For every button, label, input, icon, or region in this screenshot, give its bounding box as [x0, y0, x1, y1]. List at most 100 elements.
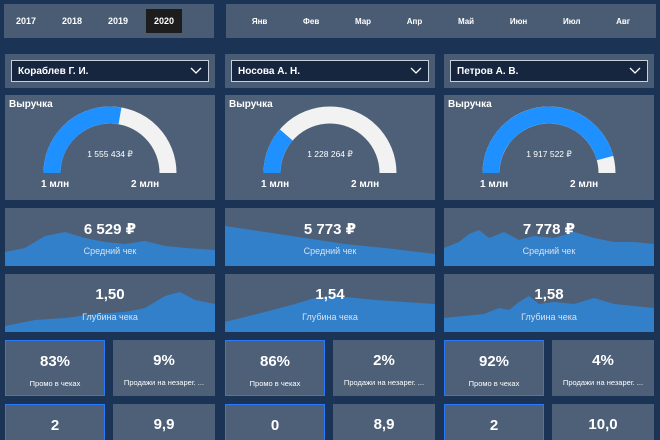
bottom-left-value: 2: [50, 417, 60, 434]
chevron-down-icon: [190, 67, 202, 74]
depth-card: 1,58 Глубина чека: [444, 274, 654, 332]
depth-label: Глубина чека: [82, 312, 138, 322]
sparkline-area: [5, 232, 215, 266]
avg-check-sparkline: [5, 232, 215, 266]
promo-value: 83%: [39, 353, 71, 370]
depth-label: Глубина чека: [302, 312, 358, 322]
revenue-title: Выручка: [448, 99, 492, 110]
depth-sparkline: [444, 296, 654, 332]
month-jul-button[interactable]: Июл: [562, 16, 581, 26]
bottom-left-card: 0: [225, 404, 325, 440]
manager-column: Кораблев Г. И.: [5, 54, 215, 88]
promo-label: Промо в чеках: [468, 379, 520, 388]
revenue-gauge: [263, 106, 397, 174]
unregistered-sales-value: 2%: [373, 352, 395, 369]
month-may-button[interactable]: Май: [457, 16, 475, 26]
manager-name: Носова А. Н.: [238, 65, 301, 77]
manager-filter: Носова А. Н.: [225, 54, 435, 88]
year-2017-button[interactable]: 2017: [15, 16, 37, 26]
avg-check-card: 7 778 ₽ Средний чек: [444, 208, 654, 266]
year-selector: 2017 2018 2019 2020: [4, 4, 214, 38]
bottom-left-value: 0: [270, 417, 280, 434]
revenue-value: 1 228 264 ₽: [307, 149, 353, 159]
depth-card: 1,50 Глубина чека: [5, 274, 215, 332]
promo-card: 92% Промо в чеках: [444, 340, 544, 396]
gauge-min-label: 1 млн: [261, 179, 290, 190]
depth-value: 1,54: [315, 286, 345, 303]
unregistered-sales-card: 9% Продажи на незарег. ...: [113, 340, 215, 396]
unregistered-sales-value: 4%: [592, 352, 614, 369]
promo-value: 92%: [478, 353, 510, 370]
avg-check-value: 5 773 ₽: [303, 221, 357, 238]
unregistered-sales-label: Продажи на незарег. ...: [123, 378, 205, 387]
sparkline-area: [225, 226, 435, 266]
month-apr-button[interactable]: Апр: [406, 16, 423, 26]
sparkline-area: [225, 296, 435, 332]
bottom-right-value: 8,9: [373, 416, 395, 433]
unregistered-sales-label: Продажи на незарег. ...: [562, 378, 644, 387]
month-jan-button[interactable]: Янв: [251, 16, 268, 26]
month-jun-button[interactable]: Июн: [509, 16, 528, 26]
avg-check-value: 7 778 ₽: [522, 221, 576, 238]
month-aug-button[interactable]: Авг: [616, 16, 631, 26]
gauge-max-label: 2 млн: [131, 179, 160, 190]
avg-check-sparkline: [444, 230, 654, 266]
sparkline-area: [5, 292, 215, 332]
gauge-min-label: 1 млн: [41, 179, 70, 190]
manager-name: Петров А. В.: [457, 65, 519, 77]
depth-value: 1,50: [95, 286, 125, 303]
revenue-card: Выручка 1 917 522 ₽ 1 млн 2 млн: [444, 95, 654, 200]
unregistered-sales-label: Продажи на незарег. ...: [343, 378, 425, 387]
bottom-right-value: 9,9: [153, 416, 175, 433]
month-mar-button[interactable]: Мар: [354, 16, 372, 26]
unregistered-sales-value: 9%: [153, 352, 175, 369]
gauge-max-label: 2 млн: [570, 179, 599, 190]
gauge-min-label: 1 млн: [480, 179, 509, 190]
revenue-gauge: [43, 106, 177, 174]
depth-sparkline: [5, 292, 215, 332]
avg-check-value: 6 529 ₽: [83, 221, 137, 238]
revenue-card: Выручка 1 228 264 ₽ 1 млн 2 млн: [225, 95, 435, 200]
bottom-right-card: 10,0: [552, 404, 654, 440]
depth-value: 1,58: [534, 286, 564, 303]
revenue-value: 1 917 522 ₽: [526, 149, 572, 159]
chevron-down-icon: [629, 67, 641, 74]
revenue-value: 1 555 434 ₽: [87, 149, 133, 159]
bottom-left-card: 2: [444, 404, 544, 440]
bottom-left-card: 2: [5, 404, 105, 440]
manager-dropdown[interactable]: Носова А. Н.: [231, 60, 429, 82]
year-2019-button[interactable]: 2019: [107, 16, 129, 26]
depth-sparkline: [225, 296, 435, 332]
avg-check-label: Средний чек: [303, 246, 357, 256]
promo-label: Промо в чеках: [249, 379, 301, 388]
revenue-card: Выручка 1 555 434 ₽ 1 млн 2 млн: [5, 95, 215, 200]
avg-check-card: 6 529 ₽ Средний чек: [5, 208, 215, 266]
sparkline-area: [444, 296, 654, 332]
chevron-down-icon: [410, 67, 422, 74]
month-selector: Янв Фев Мар Апр Май Июн Июл Авг: [226, 4, 656, 38]
revenue-gauge: [482, 106, 616, 174]
unregistered-sales-card: 4% Продажи на незарег. ...: [552, 340, 654, 396]
sparkline-area: [444, 230, 654, 266]
depth-card: 1,54 Глубина чека: [225, 274, 435, 332]
year-2018-button[interactable]: 2018: [61, 16, 83, 26]
depth-label: Глубина чека: [521, 312, 577, 322]
gauge-max-label: 2 млн: [351, 179, 380, 190]
promo-label: Промо в чеках: [29, 379, 81, 388]
avg-check-label: Средний чек: [522, 246, 576, 256]
bottom-right-card: 8,9: [333, 404, 435, 440]
promo-card: 86% Промо в чеках: [225, 340, 325, 396]
manager-name: Кораблев Г. И.: [18, 65, 89, 77]
avg-check-sparkline: [225, 226, 435, 266]
manager-dropdown[interactable]: Петров А. В.: [450, 60, 648, 82]
gauge-fill: [43, 106, 122, 174]
manager-dropdown[interactable]: Кораблев Г. И.: [11, 60, 209, 82]
promo-value: 86%: [259, 353, 291, 370]
avg-check-label: Средний чек: [83, 246, 137, 256]
bottom-right-card: 9,9: [113, 404, 215, 440]
manager-column: Носова А. Н.: [225, 54, 435, 88]
revenue-title: Выручка: [9, 99, 53, 110]
year-2020-button[interactable]: 2020: [146, 9, 182, 33]
month-feb-button[interactable]: Фев: [303, 16, 320, 26]
manager-filter: Кораблев Г. И.: [5, 54, 215, 88]
